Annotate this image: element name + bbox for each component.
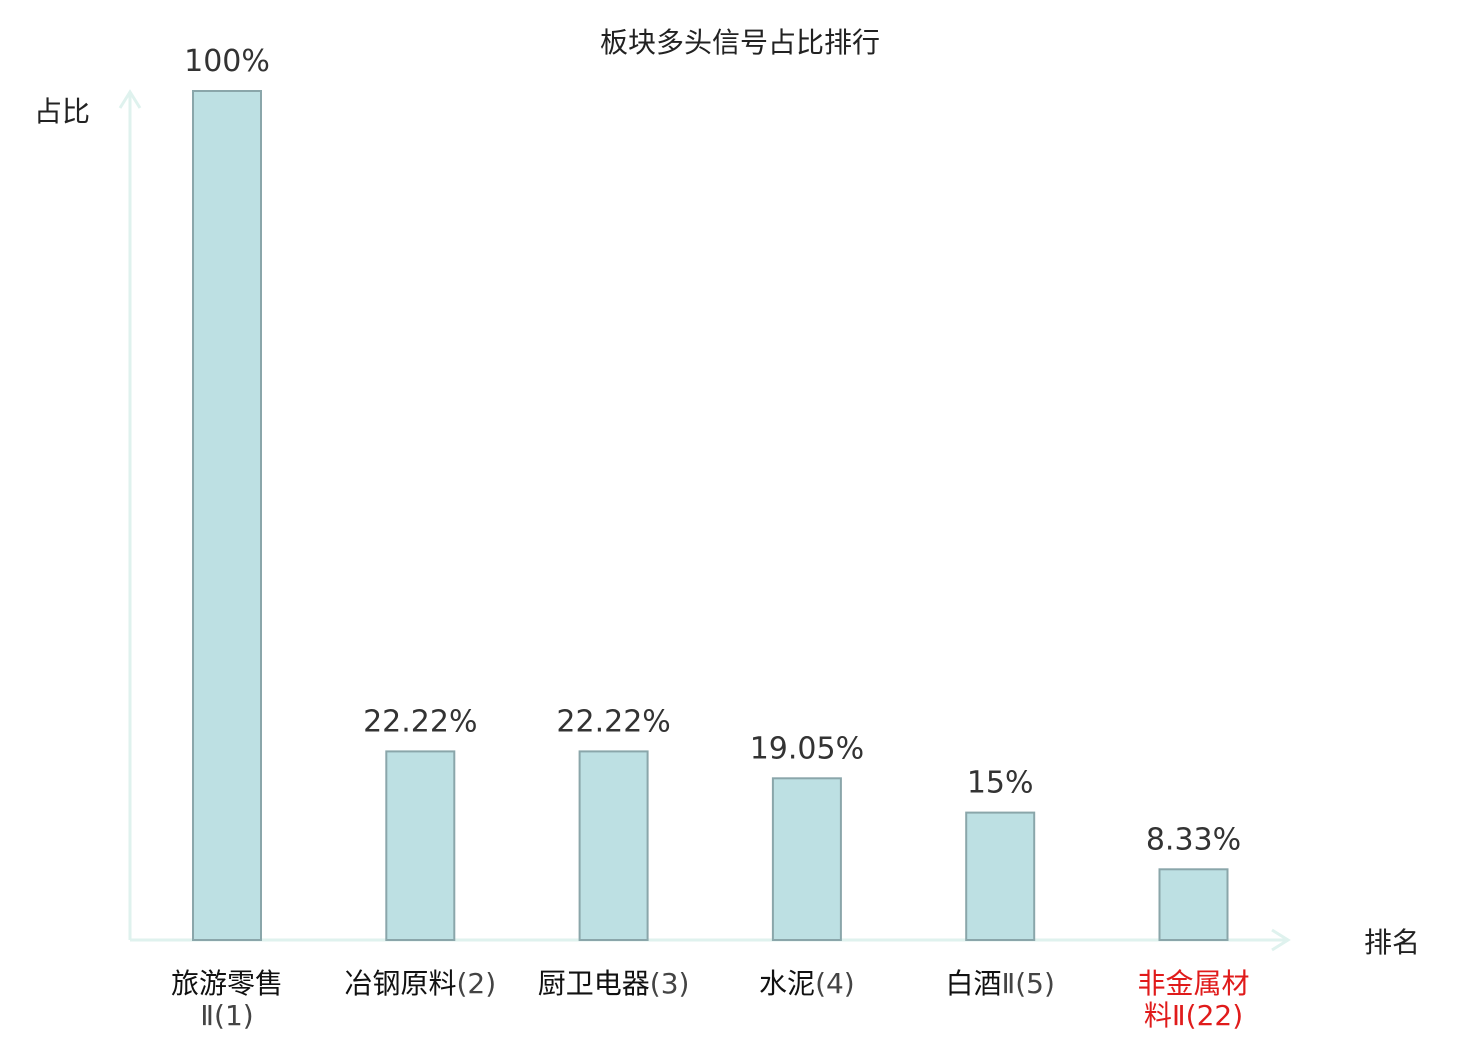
category-rank-4: (4) bbox=[815, 967, 855, 1000]
bar-3 bbox=[578, 750, 649, 942]
category-rank-6: (22) bbox=[1186, 999, 1243, 1032]
x-axis-label: 排名 bbox=[1364, 926, 1420, 959]
category-rank-2: (2) bbox=[456, 967, 496, 1000]
bar-2 bbox=[385, 750, 456, 942]
value-label-3: 22.22% bbox=[556, 704, 670, 739]
category-suffix-1: Ⅱ bbox=[200, 999, 214, 1032]
y-axis-label: 占比 bbox=[34, 95, 90, 128]
value-label-2: 22.22% bbox=[363, 704, 477, 739]
category-label-6-line1: 非金属材 bbox=[1137, 967, 1249, 1000]
category-name-4: 水泥 bbox=[759, 967, 815, 1000]
category-label-4: 水泥(4) bbox=[759, 967, 855, 1000]
x-axis-arrow-icon bbox=[1271, 928, 1291, 952]
category-label-2: 冶钢原料(2) bbox=[344, 967, 496, 1000]
category-rank-1: (1) bbox=[214, 999, 254, 1032]
category-name-6-part2: 料 bbox=[1144, 999, 1172, 1032]
category-name-1: 旅游零售 bbox=[171, 967, 283, 1000]
value-label-4: 19.05% bbox=[750, 731, 864, 766]
category-label-1-line2: Ⅱ(1) bbox=[200, 999, 253, 1032]
y-axis bbox=[118, 89, 142, 940]
bar-6 bbox=[1158, 868, 1229, 941]
bar-5 bbox=[965, 811, 1036, 941]
category-suffix-6: Ⅱ bbox=[1172, 999, 1186, 1032]
y-axis-arrow-icon bbox=[118, 89, 142, 109]
category-rank-5: (5) bbox=[1015, 967, 1055, 1000]
category-rank-3: (3) bbox=[650, 967, 690, 1000]
category-suffix-5: Ⅱ bbox=[1001, 967, 1015, 1000]
category-label-5: 白酒Ⅱ(5) bbox=[945, 967, 1054, 1000]
category-label-3: 厨卫电器(3) bbox=[538, 967, 690, 1000]
value-label-1: 100% bbox=[184, 44, 270, 79]
category-name-2: 冶钢原料 bbox=[344, 967, 456, 1000]
category-name-3: 厨卫电器 bbox=[538, 967, 650, 1000]
category-name-6-part1: 非金属材 bbox=[1137, 967, 1249, 1000]
value-labels-group: 100% 22.22% 22.22% 19.05% 15% 8.33% bbox=[184, 44, 1241, 857]
category-label-1-line1: 旅游零售 bbox=[171, 967, 283, 1000]
bar-1 bbox=[192, 90, 262, 941]
value-label-5: 15% bbox=[967, 766, 1034, 801]
category-name-5: 白酒 bbox=[945, 967, 1001, 1000]
value-label-6: 8.33% bbox=[1146, 822, 1241, 857]
bar-4 bbox=[771, 777, 842, 941]
bars-group bbox=[192, 90, 1229, 942]
x-axis bbox=[130, 928, 1291, 952]
chart-title: 板块多头信号占比排行 bbox=[600, 26, 880, 59]
category-label-6-line2: 料Ⅱ(22) bbox=[1144, 999, 1243, 1032]
